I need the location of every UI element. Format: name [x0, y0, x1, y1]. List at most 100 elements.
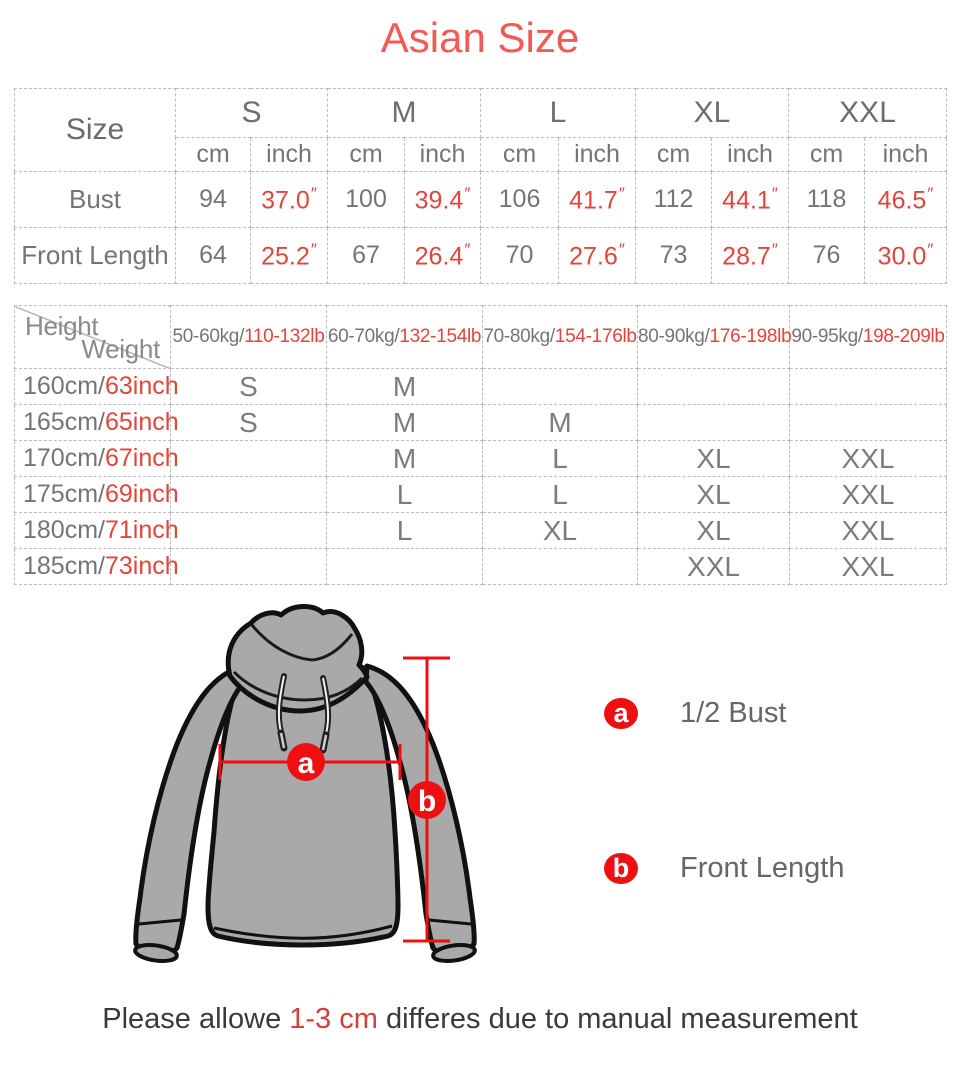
bust-cm-value: 94 — [175, 171, 251, 228]
unit-cm-header: cm — [327, 137, 406, 172]
inch-mark: ″ — [464, 239, 471, 259]
measure-b-marker — [408, 781, 446, 819]
fit-cell: XXL — [789, 440, 947, 477]
hoodie-hem-line — [213, 924, 393, 940]
unit-cm-header: cm — [788, 137, 866, 172]
right-cuff-opening — [431, 943, 477, 963]
inch-mark: ″ — [618, 239, 625, 259]
size-corner-label: Size — [14, 88, 176, 172]
front-length-cm-value: 70 — [480, 227, 560, 284]
weight-range-header: 90-95kg/198-209lb — [789, 305, 947, 369]
front-length-cm-value: 76 — [788, 227, 866, 284]
size-header-xxl: XXL — [788, 88, 948, 138]
weight-range-header: 70-80kg/154-176lb — [482, 305, 638, 369]
fit-cell: M — [326, 404, 483, 441]
front-length-cm-value: 73 — [635, 227, 713, 284]
measure-b-letter: b — [418, 785, 436, 818]
row-label-front-length: Front Length — [14, 227, 176, 284]
size-header-xl: XL — [635, 88, 790, 138]
bust-inch-value: 46.5″ — [864, 171, 948, 228]
fit-cell: XL — [637, 476, 790, 513]
weight-range-header: 50-60kg/110-132lb — [170, 305, 327, 369]
unit-cm-header: cm — [480, 137, 560, 172]
left-cuff-line — [138, 918, 182, 926]
fit-cell: L — [482, 440, 638, 477]
page-title: Asian Size — [380, 14, 580, 61]
weight-range-header: 80-90kg/176-198lb — [637, 305, 792, 369]
front-length-inch-value: 26.4″ — [404, 227, 482, 284]
unit-inch-header: inch — [249, 137, 329, 172]
inch-mark: ″ — [927, 183, 934, 203]
hoodie-measurement-diagram: a b — [133, 604, 477, 963]
unit-inch-header: inch — [404, 137, 482, 172]
fit-cell — [789, 368, 947, 405]
size-header-s: S — [174, 88, 329, 138]
unit-cm-header: cm — [635, 137, 713, 172]
fit-cell — [326, 548, 483, 585]
inch-mark: ″ — [310, 239, 317, 259]
size-header-l: L — [480, 88, 637, 138]
fit-cell — [482, 548, 638, 585]
fit-cell: XXL — [789, 512, 947, 549]
right-cuff-line — [428, 918, 472, 926]
inch-mark: ″ — [771, 183, 778, 203]
height-axis-label: Height — [25, 311, 99, 341]
row-label-bust: Bust — [14, 171, 176, 228]
height-row-label: 170cm/67inch — [14, 440, 179, 477]
fit-cell — [170, 476, 327, 513]
height-weight-corner-cell: Height Weight — [14, 305, 171, 369]
unit-inch-header: inch — [864, 137, 948, 172]
height-row-label: 185cm/73inch — [14, 548, 179, 585]
hood-collar-line — [232, 670, 364, 702]
measurement-note: Please allowe 1-3 cm differes due to man… — [0, 1003, 960, 1036]
fit-cell: XL — [637, 440, 790, 477]
front-length-cm-value: 64 — [175, 227, 251, 284]
left-cuff-opening — [133, 943, 179, 963]
inch-mark: ″ — [771, 239, 778, 259]
height-row-label: 160cm/63inch — [14, 368, 179, 405]
bust-cm-value: 106 — [480, 171, 560, 228]
drawstring-left-highlight — [277, 675, 285, 733]
height-weight-fit-table: Height Weight 50-60kg/110-132lb 60-70kg/… — [14, 305, 947, 585]
unit-cm-header: cm — [175, 137, 251, 172]
fit-cell — [482, 368, 638, 405]
bust-inch-value: 37.0″ — [249, 171, 329, 228]
fit-cell: XXL — [789, 548, 947, 585]
fit-cell: L — [326, 476, 483, 513]
legend-item-front-length: b Front Length — [604, 851, 844, 885]
hoodie-hood — [225, 604, 370, 714]
front-length-inch-value: 28.7″ — [711, 227, 790, 284]
fit-cell: L — [326, 512, 483, 549]
measure-a-marker — [287, 743, 325, 781]
unit-inch-header: inch — [711, 137, 790, 172]
bust-inch-value: 39.4″ — [404, 171, 482, 228]
fit-cell: XL — [482, 512, 638, 549]
bust-cm-value: 118 — [788, 171, 866, 228]
legend-b-marker: b — [604, 852, 638, 884]
front-length-inch-value: 30.0″ — [864, 227, 948, 284]
drawstring-right-aglet-highlight — [321, 734, 328, 751]
legend-a-marker: a — [604, 697, 638, 729]
front-length-cm-value: 67 — [327, 227, 406, 284]
size-header-m: M — [327, 88, 482, 138]
size-measurement-table: Size S M L XL XXL cm inch cm inch cm inc… — [14, 88, 948, 284]
drawstring-left-aglet-highlight — [279, 732, 286, 749]
bust-inch-value: 44.1″ — [711, 171, 790, 228]
fit-cell — [170, 440, 327, 477]
fit-cell — [170, 548, 327, 585]
drawstring-right-highlight — [322, 677, 330, 735]
height-row-label: 180cm/71inch — [14, 512, 179, 549]
legend-item-bust: a 1/2 Bust — [604, 696, 786, 730]
fit-cell: M — [326, 368, 483, 405]
weight-axis-label: Weight — [81, 334, 160, 364]
hood-fold-left — [250, 624, 313, 662]
inch-mark: ″ — [310, 183, 317, 203]
note-prefix: Please allowe — [102, 1003, 290, 1035]
front-length-inch-value: 27.6″ — [558, 227, 637, 284]
note-suffix: differes due to manual measurement — [377, 1003, 858, 1035]
inch-mark: ″ — [927, 239, 934, 259]
fit-cell: XXL — [637, 548, 790, 585]
fit-cell: M — [482, 404, 638, 441]
hood-fold-right — [311, 633, 354, 662]
fit-cell — [637, 368, 790, 405]
